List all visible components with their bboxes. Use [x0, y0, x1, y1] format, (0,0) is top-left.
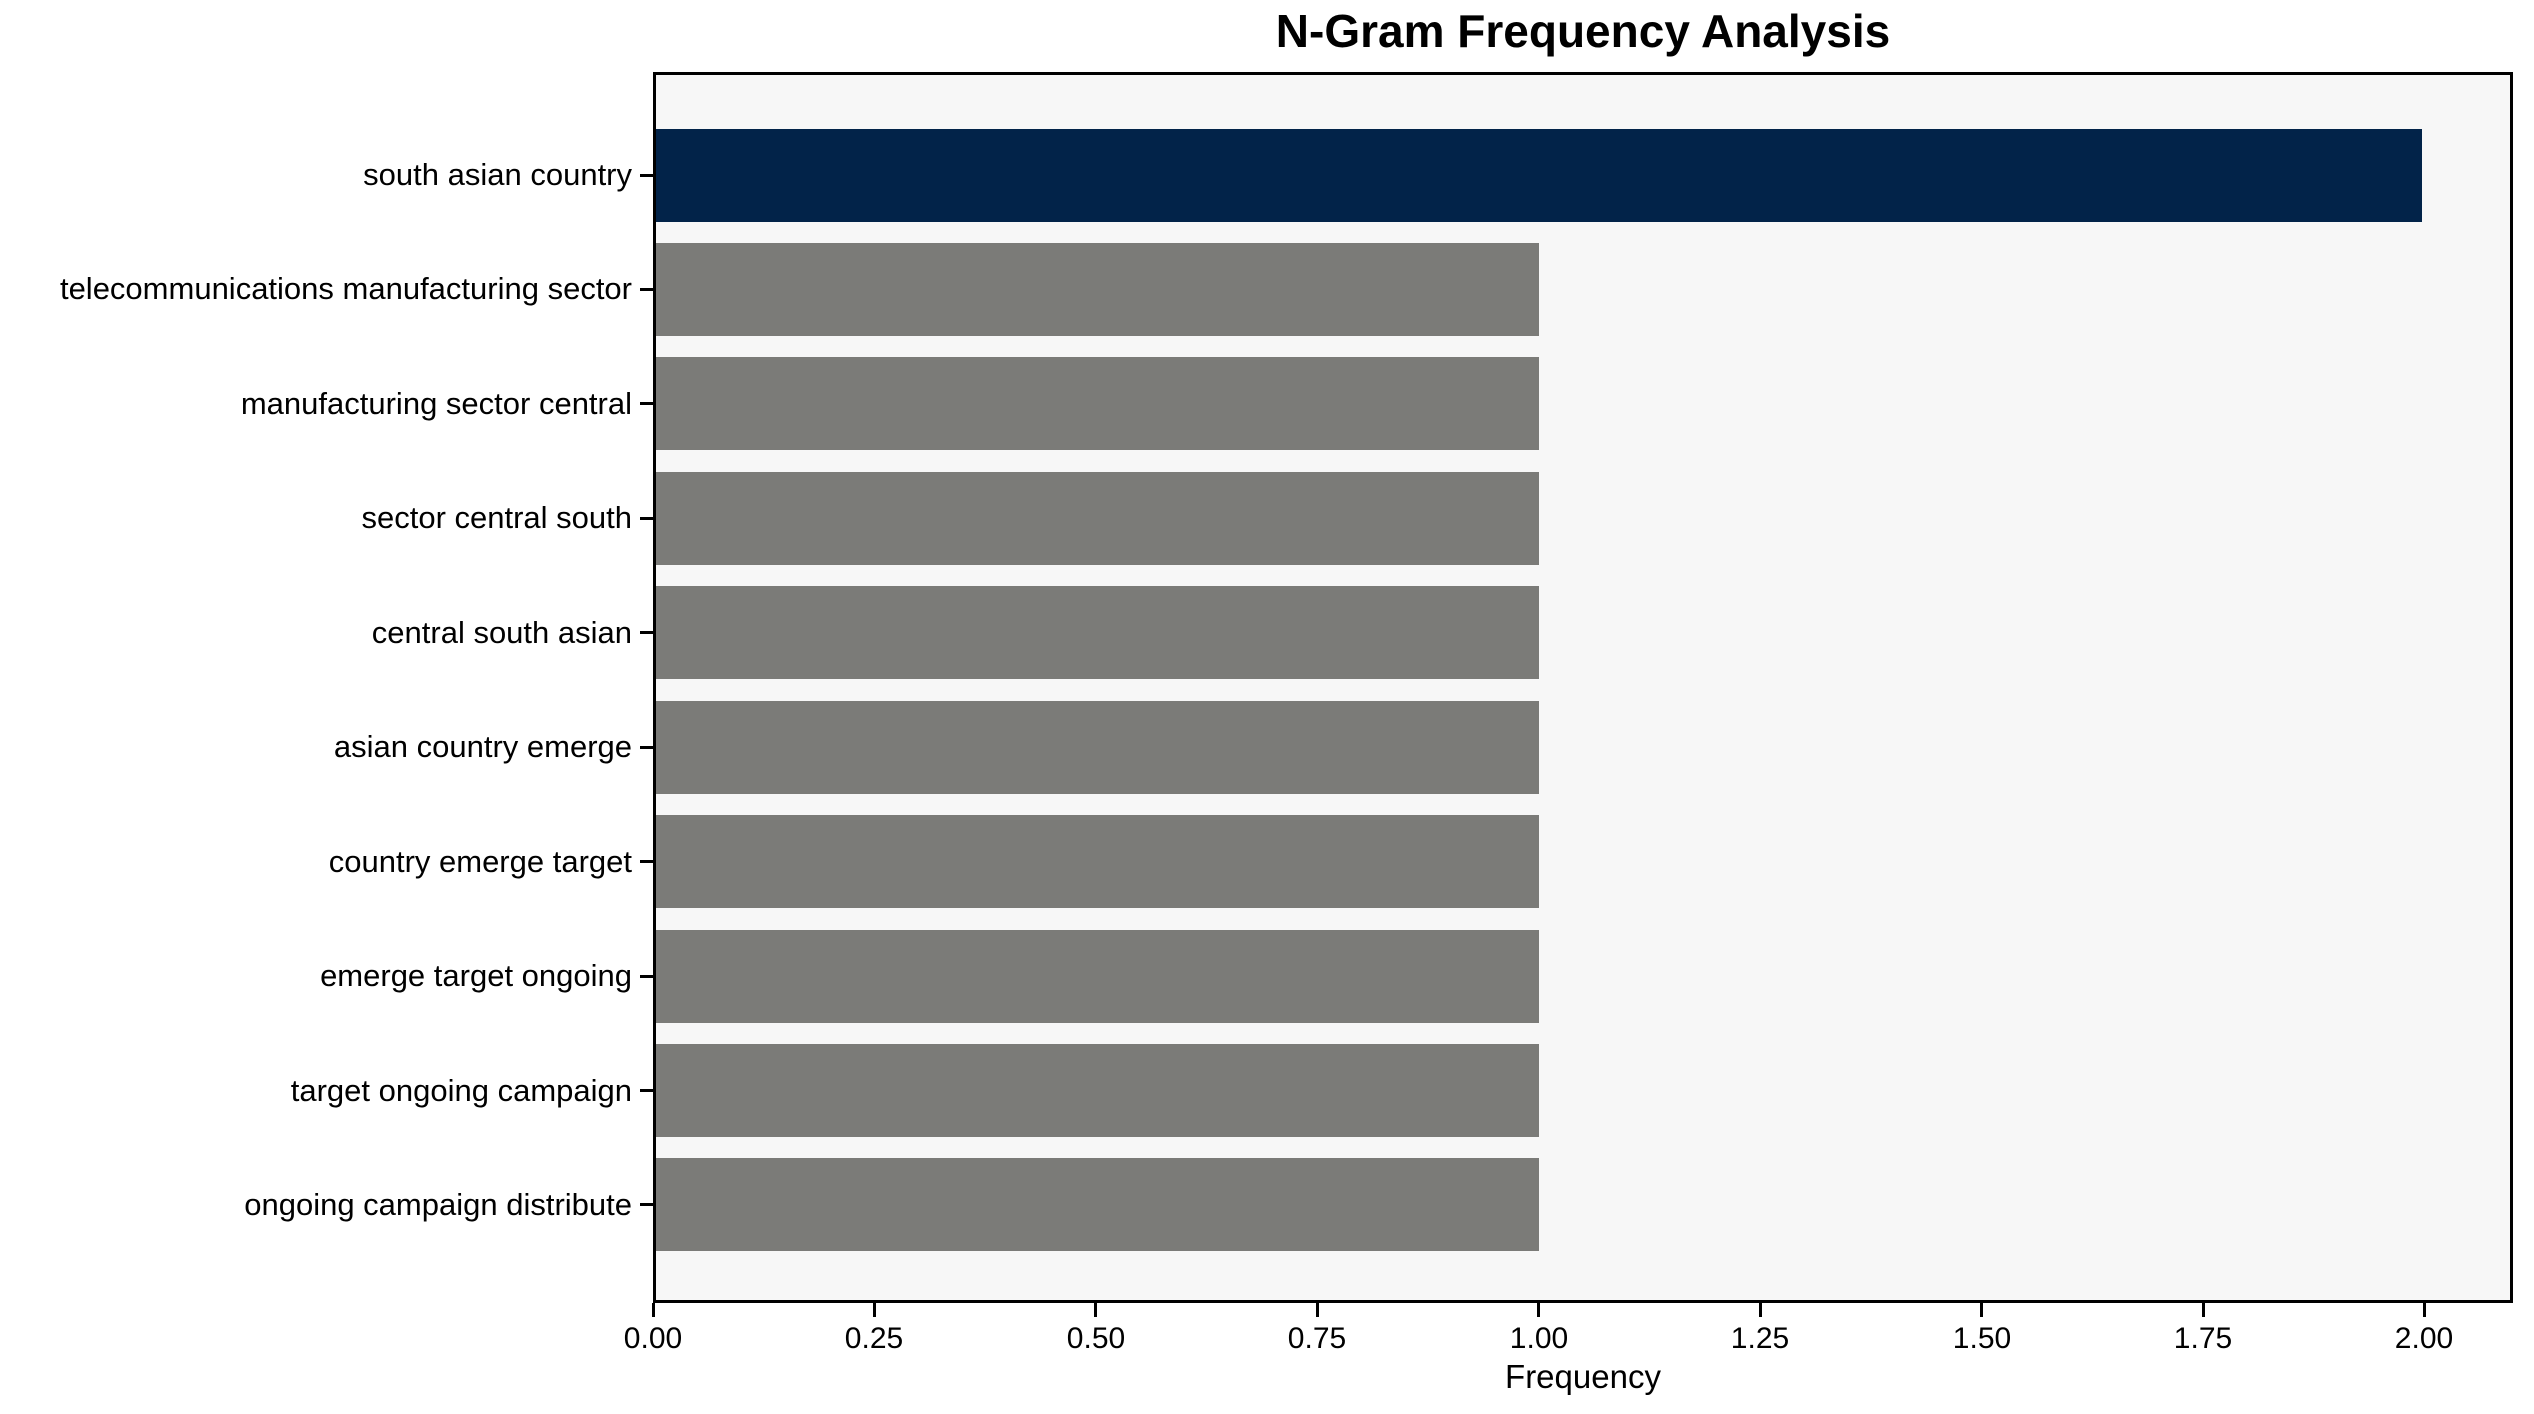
bar-emerge-target-ongoing — [656, 930, 1539, 1023]
y-axis-tick — [640, 975, 653, 978]
x-axis-tick-label: 0.75 — [1287, 1322, 1347, 1355]
bar-country-emerge-target — [656, 815, 1539, 908]
y-axis-label: manufacturing sector central — [240, 386, 632, 421]
y-axis-label: target ongoing campaign — [290, 1073, 632, 1108]
y-axis-label: country emerge target — [328, 844, 632, 879]
y-axis-tick — [640, 288, 653, 291]
x-axis-tick-label: 1.50 — [1952, 1322, 2012, 1355]
x-axis-tick — [2423, 1303, 2426, 1317]
bar-central-south-asian — [656, 586, 1539, 679]
x-axis-tick — [1759, 1303, 1762, 1317]
x-axis-tick-label: 1.75 — [2173, 1322, 2233, 1355]
bar-sector-central-south — [656, 472, 1539, 565]
x-axis-tick — [1980, 1303, 1983, 1317]
y-axis-label: sector central south — [361, 500, 632, 535]
x-axis-tick — [873, 1303, 876, 1317]
bar-target-ongoing-campaign — [656, 1044, 1539, 1137]
y-axis-label: south asian country — [363, 157, 632, 192]
x-axis-tick — [652, 1303, 655, 1317]
x-axis-tick-label: 0.25 — [844, 1322, 904, 1355]
y-axis-label: ongoing campaign distribute — [244, 1187, 632, 1222]
y-axis-tick — [640, 402, 653, 405]
bar-ongoing-campaign-distribute — [656, 1158, 1539, 1251]
chart-title: N-Gram Frequency Analysis — [1275, 5, 1891, 57]
y-axis-label: central south asian — [371, 615, 632, 650]
x-axis-title: Frequency — [1505, 1358, 1661, 1395]
y-axis-label: asian country emerge — [333, 729, 632, 764]
bar-asian-country-emerge — [656, 701, 1539, 794]
y-axis-label: telecommunications manufacturing sector — [59, 271, 632, 306]
y-axis-label: emerge target ongoing — [320, 958, 632, 993]
x-axis-tick-label: 1.00 — [1509, 1322, 1569, 1355]
x-axis-tick-label: 0.50 — [1066, 1322, 1126, 1355]
y-axis-tick — [640, 860, 653, 863]
x-axis-tick — [1094, 1303, 1097, 1317]
x-axis-tick-label: 2.00 — [2394, 1322, 2454, 1355]
x-axis-tick-label: 0.00 — [623, 1322, 683, 1355]
y-axis-tick — [640, 1089, 653, 1092]
bar-manufacturing-sector-central — [656, 357, 1539, 450]
x-axis-tick-label: 1.25 — [1730, 1322, 1790, 1355]
bar-telecommunications-manufacturing-sector — [656, 243, 1539, 336]
y-axis-tick — [640, 517, 653, 520]
plot-area — [653, 72, 2513, 1303]
y-axis-tick — [640, 746, 653, 749]
y-axis-tick — [640, 1203, 653, 1206]
bar-south-asian-country — [656, 129, 2422, 222]
y-axis-tick — [640, 631, 653, 634]
y-axis-tick — [640, 174, 653, 177]
x-axis-tick — [2202, 1303, 2205, 1317]
x-axis-tick — [1316, 1303, 1319, 1317]
x-axis-tick — [1537, 1303, 1540, 1317]
